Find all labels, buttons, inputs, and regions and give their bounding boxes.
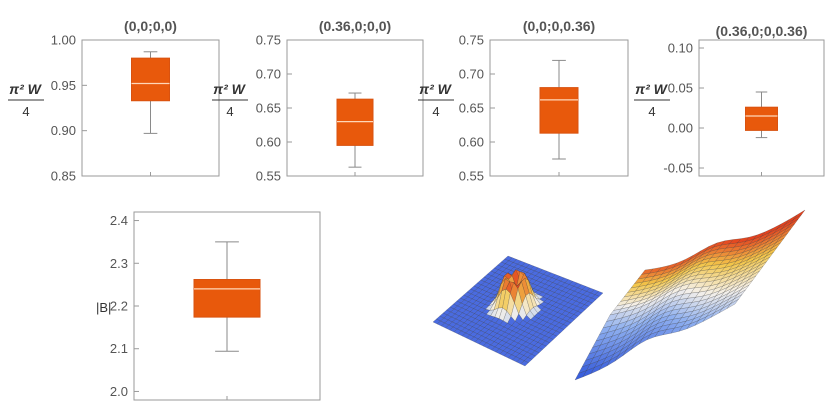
y-axis-label: |B| [96, 300, 111, 315]
y-tick-label: 0.55 [459, 169, 484, 184]
y-axis-label: π² W [635, 81, 669, 97]
y-axis-label-denominator: 4 [648, 104, 655, 119]
panel-title: (0.36,0;0,0) [319, 18, 391, 34]
y-axis-label-denominator: 4 [432, 104, 439, 119]
y-tick-label: 0.10 [668, 41, 693, 56]
surface-plot-ring-peak [432, 255, 604, 367]
iqr-box [193, 279, 261, 318]
surface-cell [594, 291, 604, 297]
y-tick-label: 0.90 [51, 123, 76, 138]
y-tick-label: 1.00 [51, 33, 76, 48]
box-chart-3: 0.55 0.60 0.65 0.70 0.75 (0,0;0,0.36) π² W 4 [418, 18, 629, 184]
iqr-box [131, 57, 170, 102]
y-tick-label: 0.55 [256, 169, 281, 184]
box-chart-2: 0.55 0.60 0.65 0.70 0.75 (0.36,0;0,0) π² W 4 [212, 18, 424, 184]
y-tick-label: 2.2 [110, 299, 128, 314]
y-tick-label: 0.05 [668, 81, 693, 96]
y-axis-label: π² W [9, 81, 43, 97]
y-tick-label: 0.75 [459, 33, 484, 48]
y-tick-label: 0.65 [256, 101, 281, 116]
y-tick-label: 2.1 [110, 341, 128, 356]
panel-title: (0.36,0;0,0.36) [716, 23, 808, 39]
surface-cell [726, 299, 739, 309]
y-tick-label: 0.65 [459, 101, 484, 116]
iqr-box [539, 87, 579, 134]
y-axis-label: π² W [213, 81, 247, 97]
panel-title: (0,0;0,0.36) [523, 18, 595, 34]
panel-title: (0,0;0,0) [124, 18, 177, 34]
y-tick-label: 0.85 [51, 169, 76, 184]
surface-plots [432, 209, 806, 381]
surface-plot-saddle [574, 209, 806, 381]
iqr-box [336, 98, 374, 146]
y-tick-label: 0.95 [51, 78, 76, 93]
box-chart-5: 2.0 2.1 2.2 2.3 2.4 |B| [96, 211, 321, 401]
y-tick-label: 2.0 [110, 384, 128, 399]
y-tick-label: 0.60 [459, 135, 484, 150]
y-tick-label: 2.4 [110, 213, 128, 228]
y-axis-label-denominator: 4 [226, 104, 233, 119]
iqr-box [745, 106, 778, 131]
box-chart-1: 0.85 0.90 0.95 1.00 (0,0;0,0) π² W 4 [8, 18, 220, 184]
y-tick-label: 0.75 [256, 33, 281, 48]
box-chart-4: -0.05 0.00 0.05 0.10 (0.36,0;0,0.36) π² W 4 [634, 23, 825, 177]
y-tick-label: 2.3 [110, 256, 128, 271]
box-plots: 0.850.900.951.00(0,0;0,0)π² W40.550.600.… [8, 18, 825, 401]
y-tick-label: -0.05 [663, 161, 693, 176]
y-tick-label: 0.00 [668, 121, 693, 136]
y-axis-label-denominator: 4 [22, 104, 29, 119]
y-tick-label: 0.70 [459, 67, 484, 82]
surface-cell [793, 209, 806, 220]
y-tick-label: 0.70 [256, 67, 281, 82]
y-axis-label: π² W [419, 81, 453, 97]
y-tick-label: 0.60 [256, 135, 281, 150]
